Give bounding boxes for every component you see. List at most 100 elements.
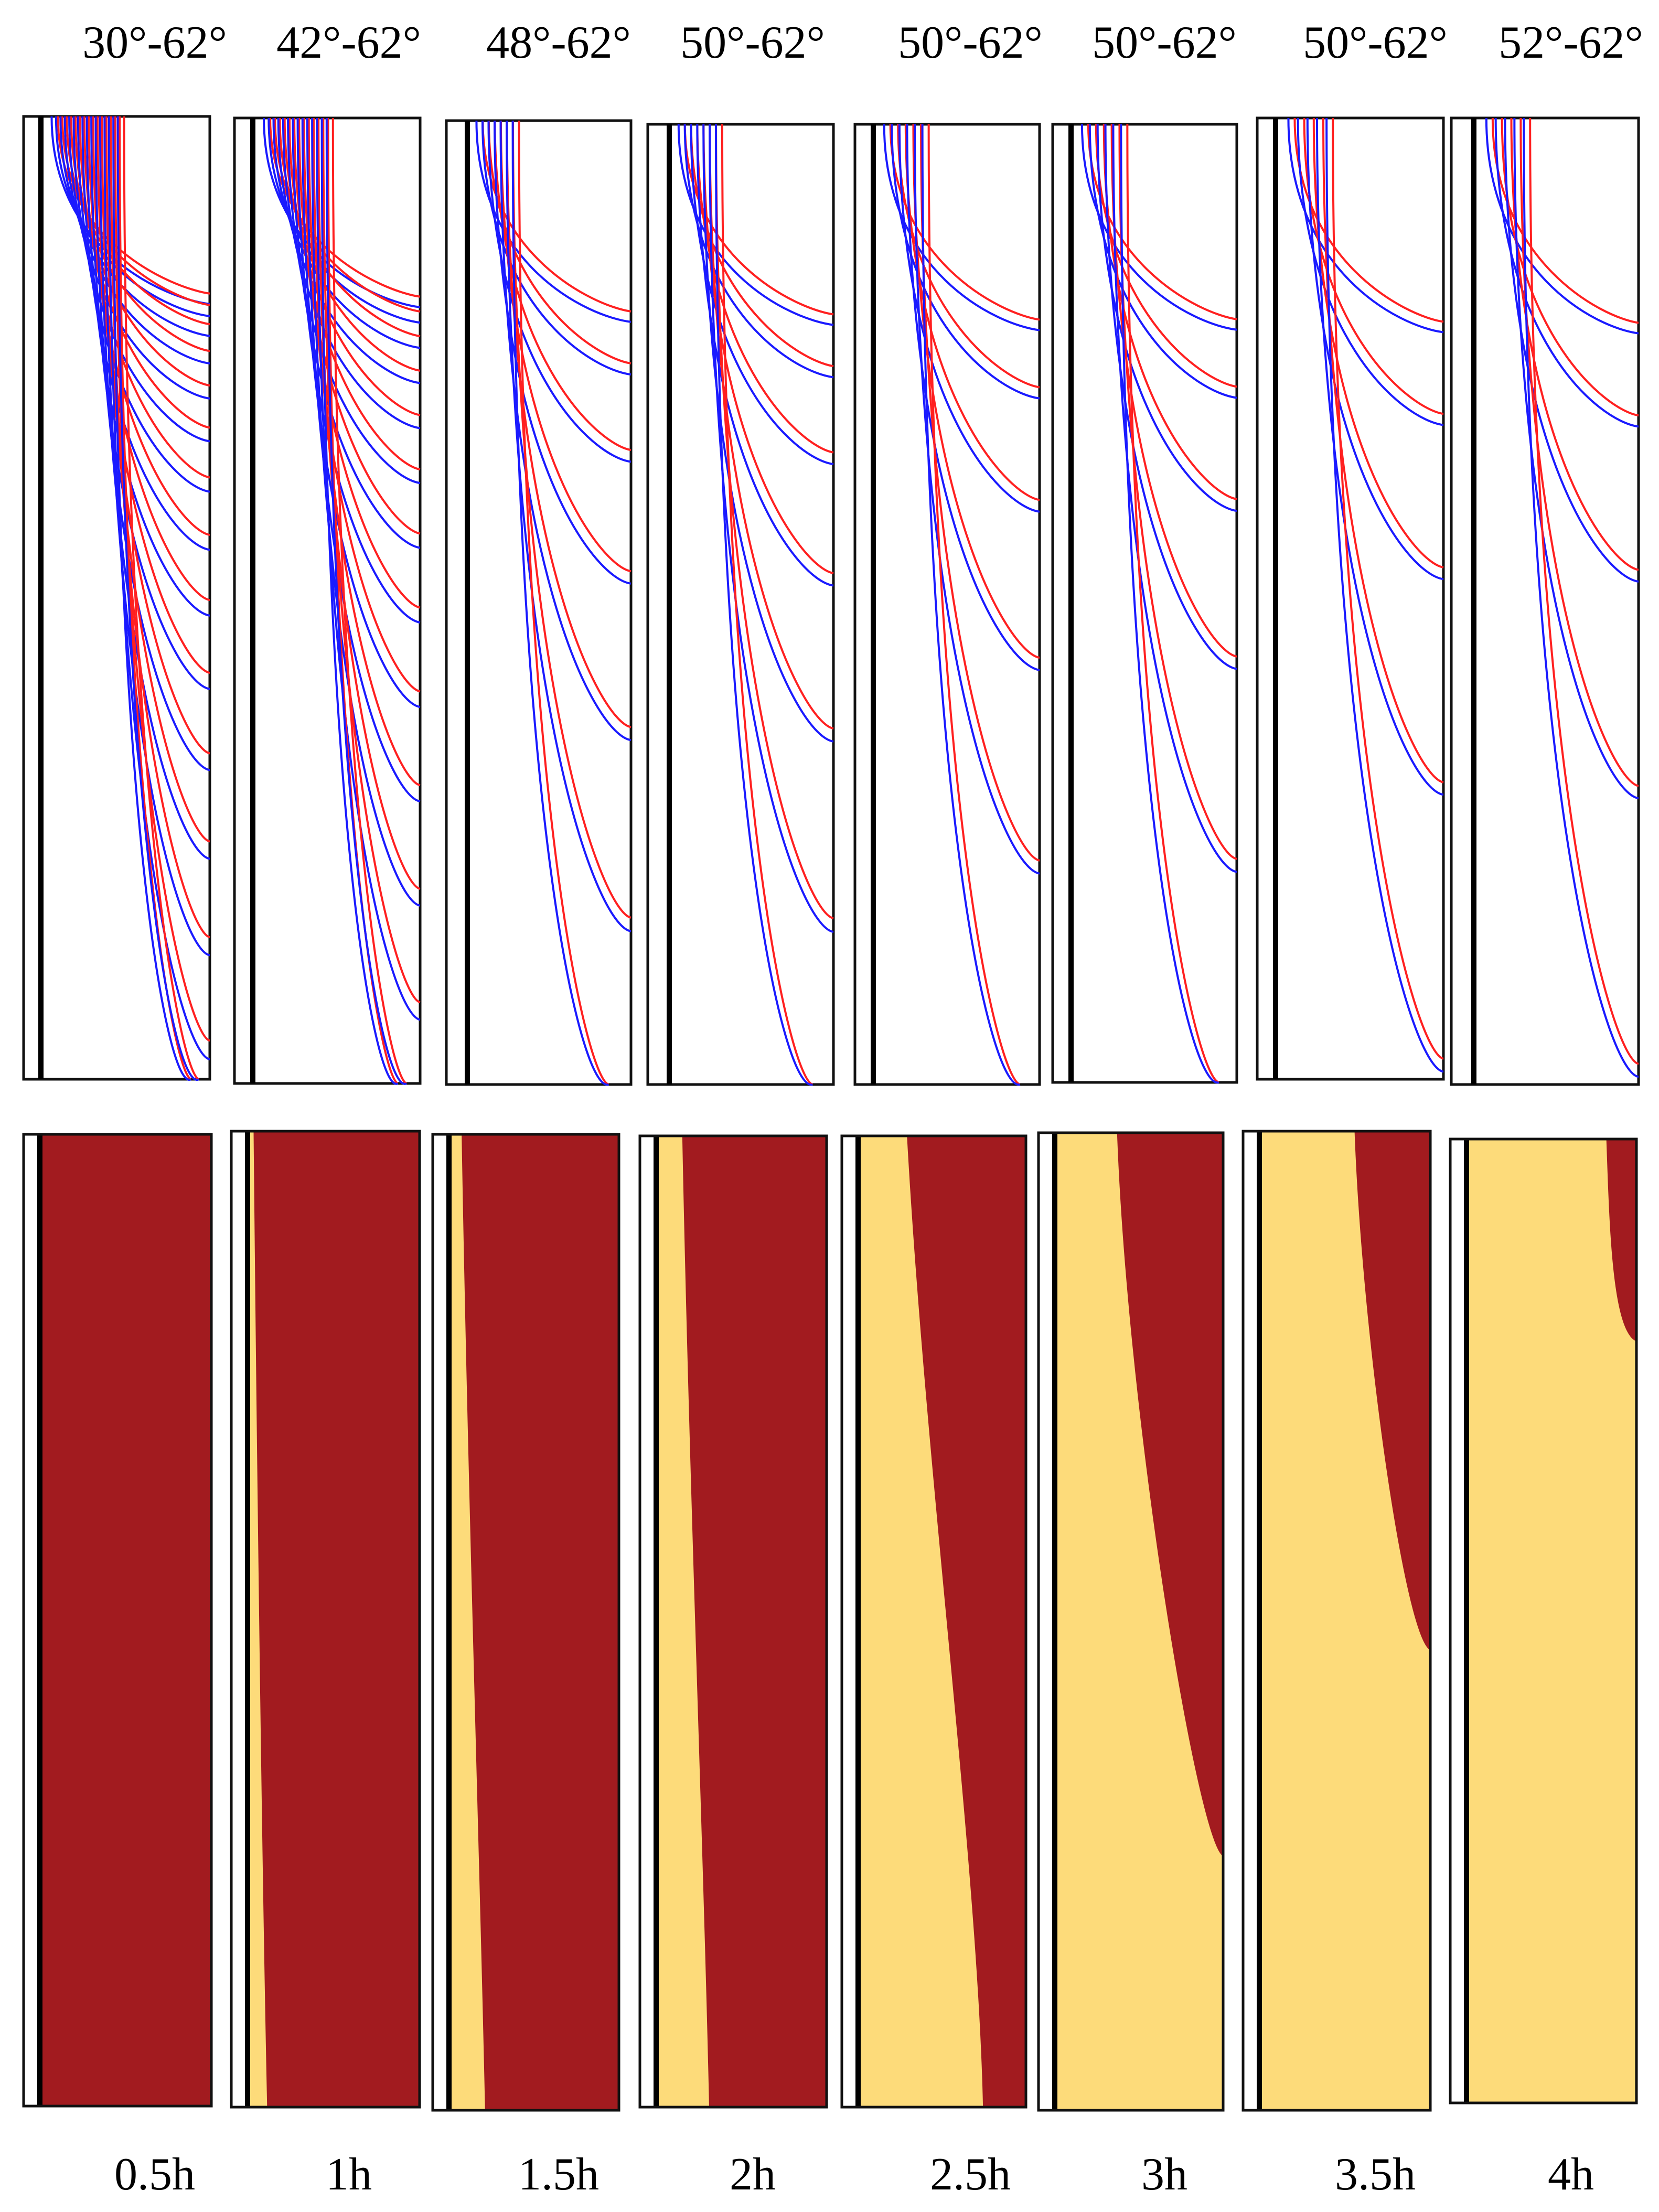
blue-contour-line (316, 117, 421, 1021)
contour-panel (1256, 116, 1445, 1081)
blue-contour-line (1325, 117, 1444, 1073)
angle-label: 50°-62° (1303, 17, 1448, 68)
red-contour-line (709, 124, 834, 730)
blue-contour-line (94, 116, 210, 771)
red-contour-line (1118, 124, 1237, 860)
angle-labels-row: 30°-62° 42°-62° 48°-62° 50°-62° 50°-62° 50°-6… (82, 17, 1643, 68)
blue-contour-line (81, 116, 210, 551)
red-contour-line (683, 124, 834, 316)
wall-bar (245, 1131, 250, 2107)
blue-contour-line (683, 124, 834, 379)
wall-bar (446, 1134, 452, 2110)
blue-contour-line (1120, 124, 1219, 1084)
phase-panel (1449, 1137, 1638, 2104)
red-contour-line (889, 124, 1040, 321)
time-label: 3h (1141, 2149, 1187, 2200)
blue-contour-line (287, 117, 421, 485)
red-contour-line (904, 124, 1040, 501)
red-contour-line (331, 117, 407, 1084)
panel-border (230, 1130, 421, 2109)
wall-bar (1464, 1139, 1469, 2103)
red-contour-line (1110, 124, 1237, 658)
blue-contour-line (1096, 124, 1237, 512)
blue-contour-line (311, 117, 421, 907)
panel-border (1241, 1130, 1432, 2112)
blue-contour-line (85, 116, 210, 617)
blue-contour-line (481, 120, 632, 376)
red-contour-line (123, 116, 199, 1080)
panel-border (431, 1133, 620, 2112)
dark-region (40, 1134, 212, 2106)
red-contour-line (912, 124, 1040, 659)
red-contour-line (481, 120, 632, 313)
red-contour-line (690, 124, 834, 368)
blue-contour-line (1316, 117, 1444, 796)
red-contour-line (920, 124, 1040, 862)
blue-contour-line (702, 124, 834, 743)
wall-bar (1471, 118, 1476, 1084)
phase-panel (230, 1130, 421, 2109)
wall-bar (1273, 118, 1278, 1079)
blue-contour-line (906, 124, 1040, 671)
blue-contour-line (487, 120, 632, 463)
blue-contour-line (1104, 124, 1237, 670)
blue-contour-line (1287, 117, 1444, 334)
wall-bar (1052, 1133, 1057, 2110)
angle-label: 50°-62° (898, 17, 1043, 68)
blue-contour-line (301, 117, 421, 708)
angle-label: 50°-62° (1092, 17, 1237, 68)
blue-contour-line (1306, 117, 1444, 581)
panel-border (840, 1134, 1027, 2109)
blue-contour-line (690, 124, 834, 466)
dark-region (1606, 1139, 1636, 1341)
phase-panel (1037, 1131, 1225, 2112)
panel-border (1449, 1137, 1638, 2104)
blue-contour-line (1297, 117, 1444, 426)
phase-panels-row (22, 1130, 1638, 2112)
wall-bar (38, 116, 44, 1079)
blue-contour-line (493, 120, 632, 585)
blue-contour-line (296, 117, 421, 624)
red-contour-line (119, 116, 192, 1080)
blue-contour-line (1513, 117, 1639, 800)
blue-contour-line (116, 116, 200, 1081)
light-region (1469, 1139, 1636, 2103)
contour-panel (853, 123, 1041, 1086)
red-contour-line (927, 124, 1021, 1086)
blue-contour-line (883, 124, 1040, 331)
time-label: 2.5h (930, 2149, 1011, 2200)
contour-panel (1051, 123, 1238, 1084)
panel-frame (445, 119, 633, 1086)
red-contour-line (1095, 124, 1237, 388)
phase-panel (1241, 1130, 1432, 2112)
panel-frame (646, 123, 835, 1086)
blue-contour-line (68, 116, 210, 400)
blue-contour-line (499, 120, 632, 742)
panel-border (638, 1134, 828, 2109)
blue-contour-line (1504, 117, 1639, 583)
blue-contour-line (1494, 117, 1639, 428)
blue-contour-line (914, 124, 1040, 875)
blue-contour-line (90, 116, 210, 690)
angle-label: 48°-62° (486, 17, 631, 68)
dark-region (462, 1134, 619, 2110)
red-contour-line (322, 117, 421, 1004)
dark-region (253, 1131, 420, 2107)
red-contour-line (715, 124, 834, 919)
blue-contour-line (511, 120, 609, 1086)
blue-contour-line (898, 124, 1040, 513)
angle-label: 42°-62° (276, 17, 421, 68)
panel-border (1037, 1131, 1225, 2112)
blue-contour-line (891, 124, 1040, 400)
red-contour-line (696, 124, 834, 454)
time-labels-row: 0.5h 1h 1.5h 2h 2.5h 3h 3.5h 4h (114, 2149, 1594, 2200)
time-label: 4h (1548, 2149, 1594, 2200)
blue-contour-line (77, 116, 210, 493)
red-contour-line (1332, 117, 1444, 1060)
wall-bar (37, 1134, 42, 2106)
blue-contour-line (320, 117, 399, 1085)
phase-panel (840, 1134, 1027, 2109)
angle-label: 50°-62° (680, 17, 825, 68)
time-label: 1.5h (518, 2149, 599, 2200)
wall-bar (250, 118, 255, 1083)
